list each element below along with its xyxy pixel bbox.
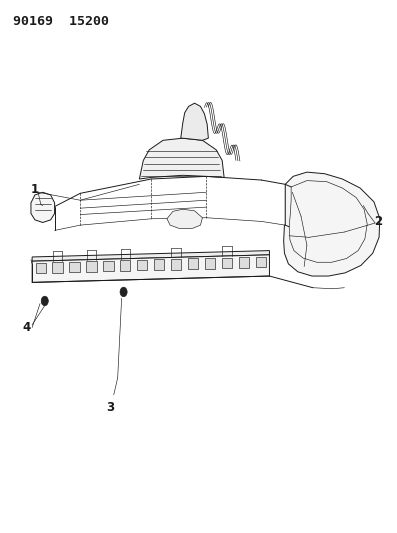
Text: 2: 2 — [374, 215, 382, 228]
Polygon shape — [35, 263, 46, 273]
Circle shape — [120, 287, 127, 297]
Polygon shape — [205, 258, 215, 269]
Polygon shape — [283, 172, 380, 276]
Polygon shape — [171, 259, 181, 270]
Polygon shape — [239, 257, 249, 268]
Circle shape — [41, 296, 48, 306]
Polygon shape — [139, 138, 224, 179]
Polygon shape — [137, 260, 147, 270]
Polygon shape — [154, 260, 164, 270]
Polygon shape — [87, 261, 96, 272]
Text: 4: 4 — [23, 321, 31, 334]
Text: 3: 3 — [106, 400, 114, 414]
Polygon shape — [222, 257, 232, 268]
Polygon shape — [167, 209, 202, 228]
Polygon shape — [120, 260, 131, 271]
Polygon shape — [32, 251, 270, 261]
Polygon shape — [103, 261, 114, 271]
Polygon shape — [32, 255, 270, 282]
Text: 90169  15200: 90169 15200 — [13, 14, 109, 28]
Polygon shape — [188, 259, 198, 269]
Polygon shape — [52, 262, 63, 273]
Polygon shape — [31, 192, 55, 222]
Polygon shape — [181, 103, 208, 140]
Polygon shape — [256, 257, 266, 267]
Text: 1: 1 — [31, 183, 39, 196]
Polygon shape — [69, 262, 80, 272]
